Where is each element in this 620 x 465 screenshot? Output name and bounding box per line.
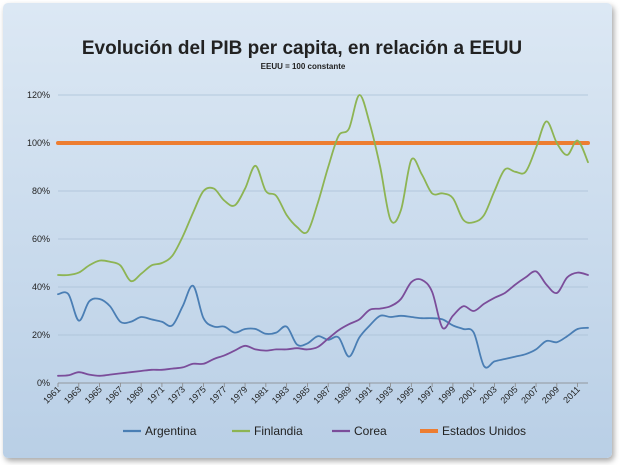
x-tick-label: 2001 bbox=[457, 384, 478, 405]
y-tick-label: 120% bbox=[27, 90, 50, 100]
x-tick-label: 1973 bbox=[166, 384, 187, 405]
x-axis-ticks: 1961 1963 1965 1967 1969 1971 1973 1975 1977 1979… bbox=[41, 383, 582, 406]
x-tick-label: 1987 bbox=[311, 384, 332, 405]
x-tick-label: 1981 bbox=[249, 384, 270, 405]
chart-title: Evolución del PIB per capita, en relació… bbox=[82, 38, 522, 59]
y-tick-label: 0% bbox=[37, 378, 50, 388]
legend-label: Argentina bbox=[145, 424, 197, 438]
gridlines bbox=[58, 94, 588, 384]
x-tick-label: 1963 bbox=[62, 384, 83, 405]
x-tick-label: 2011 bbox=[561, 384, 582, 405]
y-tick-label: 20% bbox=[32, 330, 50, 340]
x-tick-label: 1993 bbox=[374, 384, 395, 405]
y-axis-ticks: 0% 20% 40% 60% 80% 100% 120% bbox=[27, 90, 50, 388]
x-tick-label: 2003 bbox=[478, 384, 499, 405]
x-tick-label: 1983 bbox=[270, 384, 291, 405]
y-tick-label: 100% bbox=[27, 138, 50, 148]
y-tick-label: 60% bbox=[32, 234, 50, 244]
x-tick-label: 2005 bbox=[498, 384, 519, 405]
y-tick-label: 80% bbox=[32, 186, 50, 196]
x-tick-label: 1975 bbox=[187, 384, 208, 405]
legend-label: Finlandia bbox=[254, 424, 303, 438]
x-tick-label: 1967 bbox=[104, 384, 125, 405]
x-tick-label: 1989 bbox=[332, 384, 353, 405]
x-tick-label: 2009 bbox=[540, 384, 561, 405]
x-tick-label: 2007 bbox=[519, 384, 540, 405]
series-lines bbox=[56, 94, 590, 377]
y-tick-label: 40% bbox=[32, 282, 50, 292]
chart-subtitle: EEUU = 100 constante bbox=[261, 62, 346, 71]
x-tick-label: 1969 bbox=[124, 384, 145, 405]
x-tick-label: 1995 bbox=[395, 384, 416, 405]
legend-label: Estados Unidos bbox=[442, 424, 526, 438]
x-tick-label: 1977 bbox=[207, 384, 228, 405]
legend: Argentina Finlandia Corea Estados Unidos bbox=[123, 424, 526, 438]
series-line-corea bbox=[57, 270, 589, 377]
series-line-finlandia bbox=[57, 94, 589, 283]
x-tick-label: 1979 bbox=[228, 384, 249, 405]
x-tick-label: 1971 bbox=[145, 384, 166, 405]
series-line-argentina bbox=[57, 284, 589, 369]
x-tick-label: 1997 bbox=[415, 384, 436, 405]
x-tick-label: 1965 bbox=[83, 384, 104, 405]
x-tick-label: 1999 bbox=[436, 384, 457, 405]
legend-label: Corea bbox=[354, 424, 387, 438]
x-tick-label: 1991 bbox=[353, 384, 374, 405]
x-tick-label: 1985 bbox=[291, 384, 312, 405]
